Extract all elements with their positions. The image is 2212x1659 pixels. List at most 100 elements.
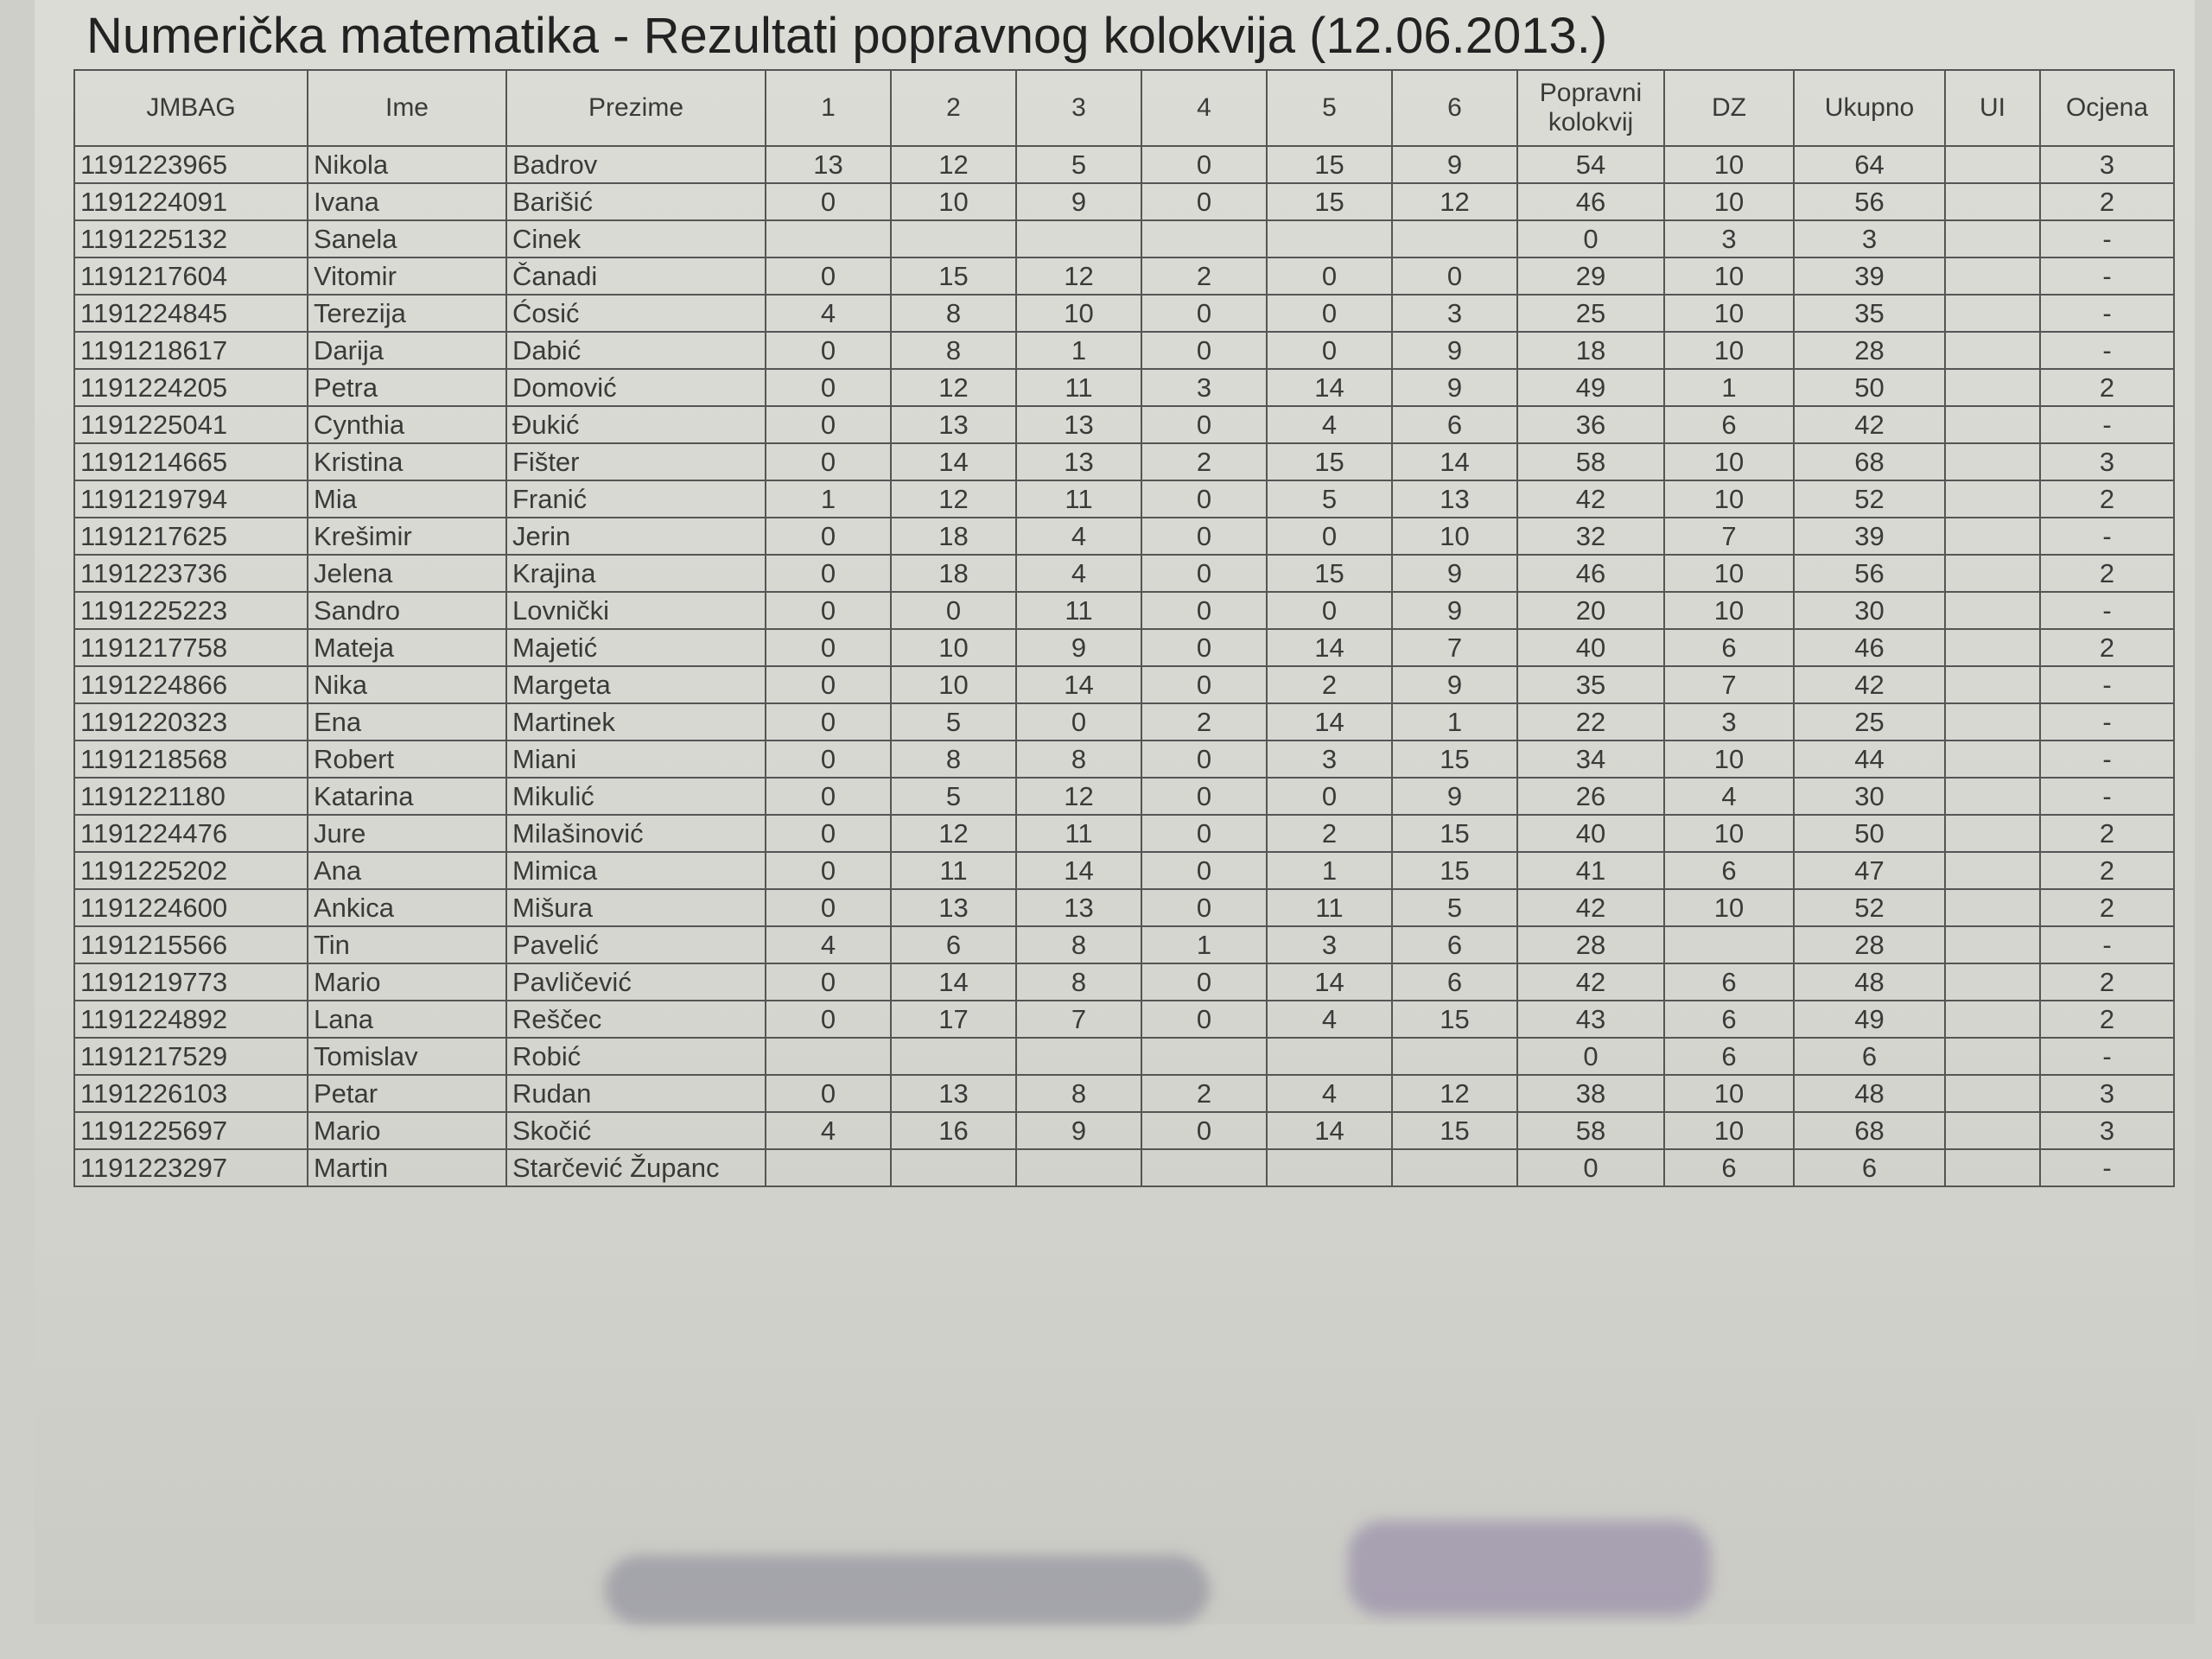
table-cell: Mišura bbox=[505, 888, 766, 927]
table-cell: Skočić bbox=[505, 1111, 766, 1150]
table-cell: 1191218617 bbox=[73, 331, 308, 370]
table-cell bbox=[1944, 442, 2041, 481]
column-header: JMBAG bbox=[73, 69, 308, 147]
table-cell bbox=[1944, 1037, 2041, 1076]
table-cell: 49 bbox=[1793, 1000, 1946, 1039]
table-cell bbox=[765, 1037, 892, 1076]
table-cell bbox=[1944, 294, 2041, 333]
table-cell: - bbox=[2039, 219, 2175, 258]
table-cell: 11 bbox=[1015, 368, 1142, 407]
table-cell: 1 bbox=[1015, 331, 1142, 370]
table-cell: 3 bbox=[1793, 219, 1946, 258]
table-cell: 42 bbox=[1793, 405, 1946, 444]
table-cell: 10 bbox=[1663, 257, 1795, 296]
table-cell: 0 bbox=[765, 591, 892, 630]
table-cell: 1191217625 bbox=[73, 517, 308, 556]
table-cell bbox=[1944, 814, 2041, 853]
table-cell: 20 bbox=[1516, 591, 1665, 630]
table-cell: 1191217529 bbox=[73, 1037, 308, 1076]
table-cell: 0 bbox=[765, 1000, 892, 1039]
table-cell: Kristina bbox=[307, 442, 507, 481]
table-cell bbox=[1944, 963, 2041, 1001]
table-cell: Pavelić bbox=[505, 925, 766, 964]
table-cell: 14 bbox=[1015, 851, 1142, 890]
table-cell: 46 bbox=[1793, 628, 1946, 667]
table-cell: 2 bbox=[2039, 814, 2175, 853]
table-cell: 17 bbox=[890, 1000, 1017, 1039]
table-cell: 2 bbox=[1141, 257, 1268, 296]
table-cell: 2 bbox=[1141, 702, 1268, 741]
table-cell: 50 bbox=[1793, 368, 1946, 407]
table-cell: Krešimir bbox=[307, 517, 507, 556]
table-cell: 0 bbox=[765, 777, 892, 816]
table-cell: 10 bbox=[890, 182, 1017, 221]
table-cell: - bbox=[2039, 331, 2175, 370]
table-cell: 56 bbox=[1793, 182, 1946, 221]
table-cell bbox=[1944, 331, 2041, 370]
table-cell: Krajina bbox=[505, 554, 766, 593]
table-cell: 8 bbox=[1015, 740, 1142, 779]
table-cell: 0 bbox=[765, 963, 892, 1001]
table-cell: Ankica bbox=[307, 888, 507, 927]
table-cell: 48 bbox=[1793, 1074, 1946, 1113]
table-cell bbox=[1391, 1148, 1518, 1187]
table-cell: 10 bbox=[1391, 517, 1518, 556]
table-cell: 14 bbox=[1266, 963, 1393, 1001]
table-cell: 0 bbox=[1015, 702, 1142, 741]
table-row: 1191224845 Terezija Ćosić 4 8 10 0 0 3 25 10 35- bbox=[73, 294, 2175, 333]
table-cell: 6 bbox=[890, 925, 1017, 964]
table-cell: - bbox=[2039, 257, 2175, 296]
table-cell: 0 bbox=[1141, 554, 1268, 593]
table-cell: Rudan bbox=[505, 1074, 766, 1113]
table-cell: 6 bbox=[1663, 1000, 1795, 1039]
table-cell: - bbox=[2039, 294, 2175, 333]
table-cell: 2 bbox=[2039, 480, 2175, 518]
table-cell bbox=[1944, 665, 2041, 704]
table-cell: 13 bbox=[890, 888, 1017, 927]
table-cell: 0 bbox=[1266, 517, 1393, 556]
table-cell: 7 bbox=[1391, 628, 1518, 667]
table-cell: 0 bbox=[1391, 257, 1518, 296]
table-cell: 14 bbox=[890, 442, 1017, 481]
table-cell: 3 bbox=[2039, 145, 2175, 184]
table-cell: Ana bbox=[307, 851, 507, 890]
table-row: 1191224476 Jure Milašinović 0 12 11 0 2 15 40 10 50… bbox=[73, 814, 2175, 853]
column-header: Ime bbox=[307, 69, 507, 147]
table-cell: 0 bbox=[1516, 1037, 1665, 1076]
table-cell: 0 bbox=[1141, 145, 1268, 184]
table-cell: 10 bbox=[1663, 182, 1795, 221]
table-cell: 15 bbox=[1266, 442, 1393, 481]
table-cell: Cynthia bbox=[307, 405, 507, 444]
table-row: 1191217758 Mateja Majetić 0 10 9 0 14 7 40 6 46 2 bbox=[73, 628, 2175, 667]
table-cell bbox=[1944, 517, 2041, 556]
table-cell: 0 bbox=[765, 702, 892, 741]
table-cell: 0 bbox=[765, 1074, 892, 1113]
table-cell: 0 bbox=[765, 814, 892, 853]
table-cell: 10 bbox=[1663, 442, 1795, 481]
table-cell bbox=[1944, 851, 2041, 890]
table-cell: 10 bbox=[1663, 145, 1795, 184]
table-cell: 1191225223 bbox=[73, 591, 308, 630]
table-cell: 0 bbox=[890, 591, 1017, 630]
table-cell: 9 bbox=[1391, 665, 1518, 704]
table-cell: 1191224845 bbox=[73, 294, 308, 333]
table-cell bbox=[1944, 702, 2041, 741]
table-cell: 1191215566 bbox=[73, 925, 308, 964]
table-cell: 0 bbox=[765, 554, 892, 593]
table-cell: 0 bbox=[1141, 517, 1268, 556]
column-header: Popravni kolokvij bbox=[1516, 69, 1665, 147]
table-cell: 9 bbox=[1391, 368, 1518, 407]
table-cell bbox=[1944, 480, 2041, 518]
table-cell: 39 bbox=[1793, 257, 1946, 296]
table-cell bbox=[1663, 925, 1795, 964]
table-cell: 9 bbox=[1391, 554, 1518, 593]
table-cell bbox=[890, 1037, 1017, 1076]
table-cell: 10 bbox=[1663, 814, 1795, 853]
table-cell: 1191217604 bbox=[73, 257, 308, 296]
table-cell: 11 bbox=[1015, 814, 1142, 853]
table-cell bbox=[1266, 1037, 1393, 1076]
table-cell: 58 bbox=[1516, 1111, 1665, 1150]
table-cell: 4 bbox=[765, 1111, 892, 1150]
table-cell: 47 bbox=[1793, 851, 1946, 890]
table-cell: 0 bbox=[765, 368, 892, 407]
